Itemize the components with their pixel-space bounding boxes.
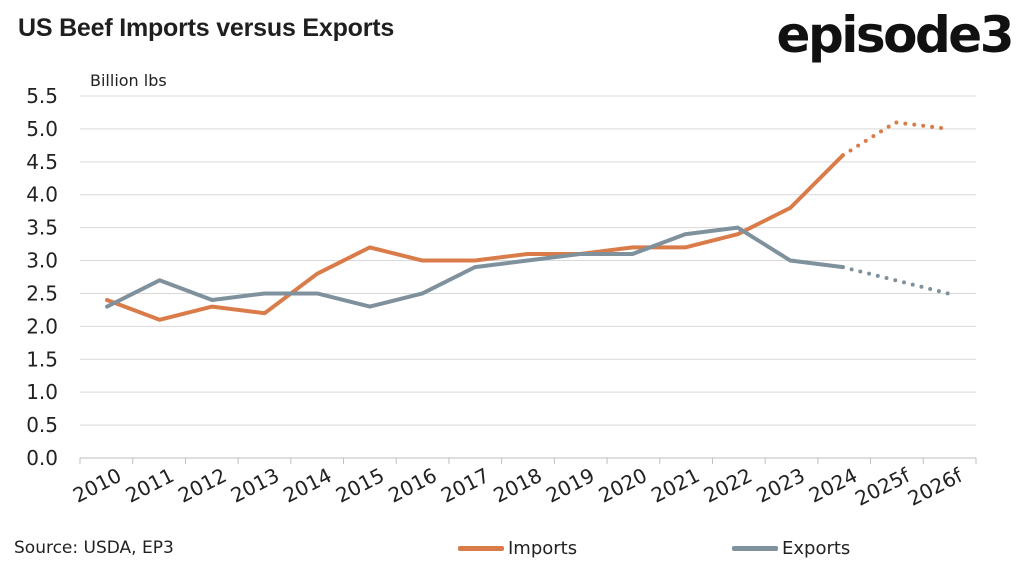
legend-label-imports: Imports [508, 538, 578, 559]
x-tick-label: 2013 [227, 463, 283, 507]
x-tick-label: 2014 [279, 463, 335, 507]
y-tick-labels: 0.0 0.5 1.0 1.5 2.0 2.5 3.0 3.5 4.0 4.5 5.0 5.5 [26, 84, 58, 470]
y-tick-label: 3.5 [26, 216, 58, 240]
gridlines [79, 95, 977, 464]
legend-swatch-imports [458, 546, 504, 551]
series-forecast-exports [840, 265, 950, 296]
series-line-exports [105, 225, 845, 309]
x-tick-label: 2025f [851, 463, 914, 511]
y-tick-label: 4.5 [26, 150, 58, 174]
x-tick-label: 2011 [122, 463, 178, 507]
x-tick-label: 2024 [805, 463, 861, 507]
x-tick-label: 2020 [595, 463, 651, 507]
y-tick-label: 0.0 [26, 446, 58, 470]
series-forecast-imports [840, 120, 950, 158]
x-tick-label: 2019 [542, 463, 598, 507]
legend-label-exports: Exports [782, 538, 851, 559]
x-tick-label: 2010 [69, 463, 125, 507]
x-tick-label: 2012 [174, 463, 230, 507]
y-tick-label: 5.5 [26, 84, 58, 108]
y-tick-label: 2.5 [26, 281, 58, 305]
x-tick-label: 2015 [332, 463, 388, 507]
x-tick-label: 2021 [647, 463, 703, 507]
series-line-imports [105, 153, 845, 322]
legend-item-imports: Imports [458, 538, 577, 559]
y-axis-label: Billion lbs [90, 71, 167, 90]
x-tick-label: 2018 [490, 463, 546, 507]
x-tick-labels: 2010201120122013201420152016201720182019… [69, 463, 967, 511]
brand-logo: episode3 [776, 6, 1015, 64]
series-lines [105, 120, 950, 322]
y-tick-label: 5.0 [26, 117, 58, 141]
x-tick-label: 2023 [752, 463, 808, 507]
x-tick-label: 2026f [904, 463, 967, 511]
x-tick-label: 2022 [700, 463, 756, 507]
y-tick-label: 3.0 [26, 249, 58, 273]
legend-item-exports: Exports [732, 538, 850, 559]
y-tick-label: 1.0 [26, 380, 58, 404]
x-tick-label: 2017 [437, 463, 493, 507]
chart-title: US Beef Imports versus Exports [18, 14, 395, 42]
source-note: Source: USDA, EP3 [14, 538, 174, 558]
y-tick-label: 4.0 [26, 183, 58, 207]
y-tick-label: 1.5 [26, 347, 58, 371]
y-tick-label: 0.5 [26, 413, 58, 437]
y-tick-label: 2.0 [26, 314, 58, 338]
legend-swatch-exports [732, 546, 778, 551]
x-tick-label: 2016 [384, 463, 440, 507]
